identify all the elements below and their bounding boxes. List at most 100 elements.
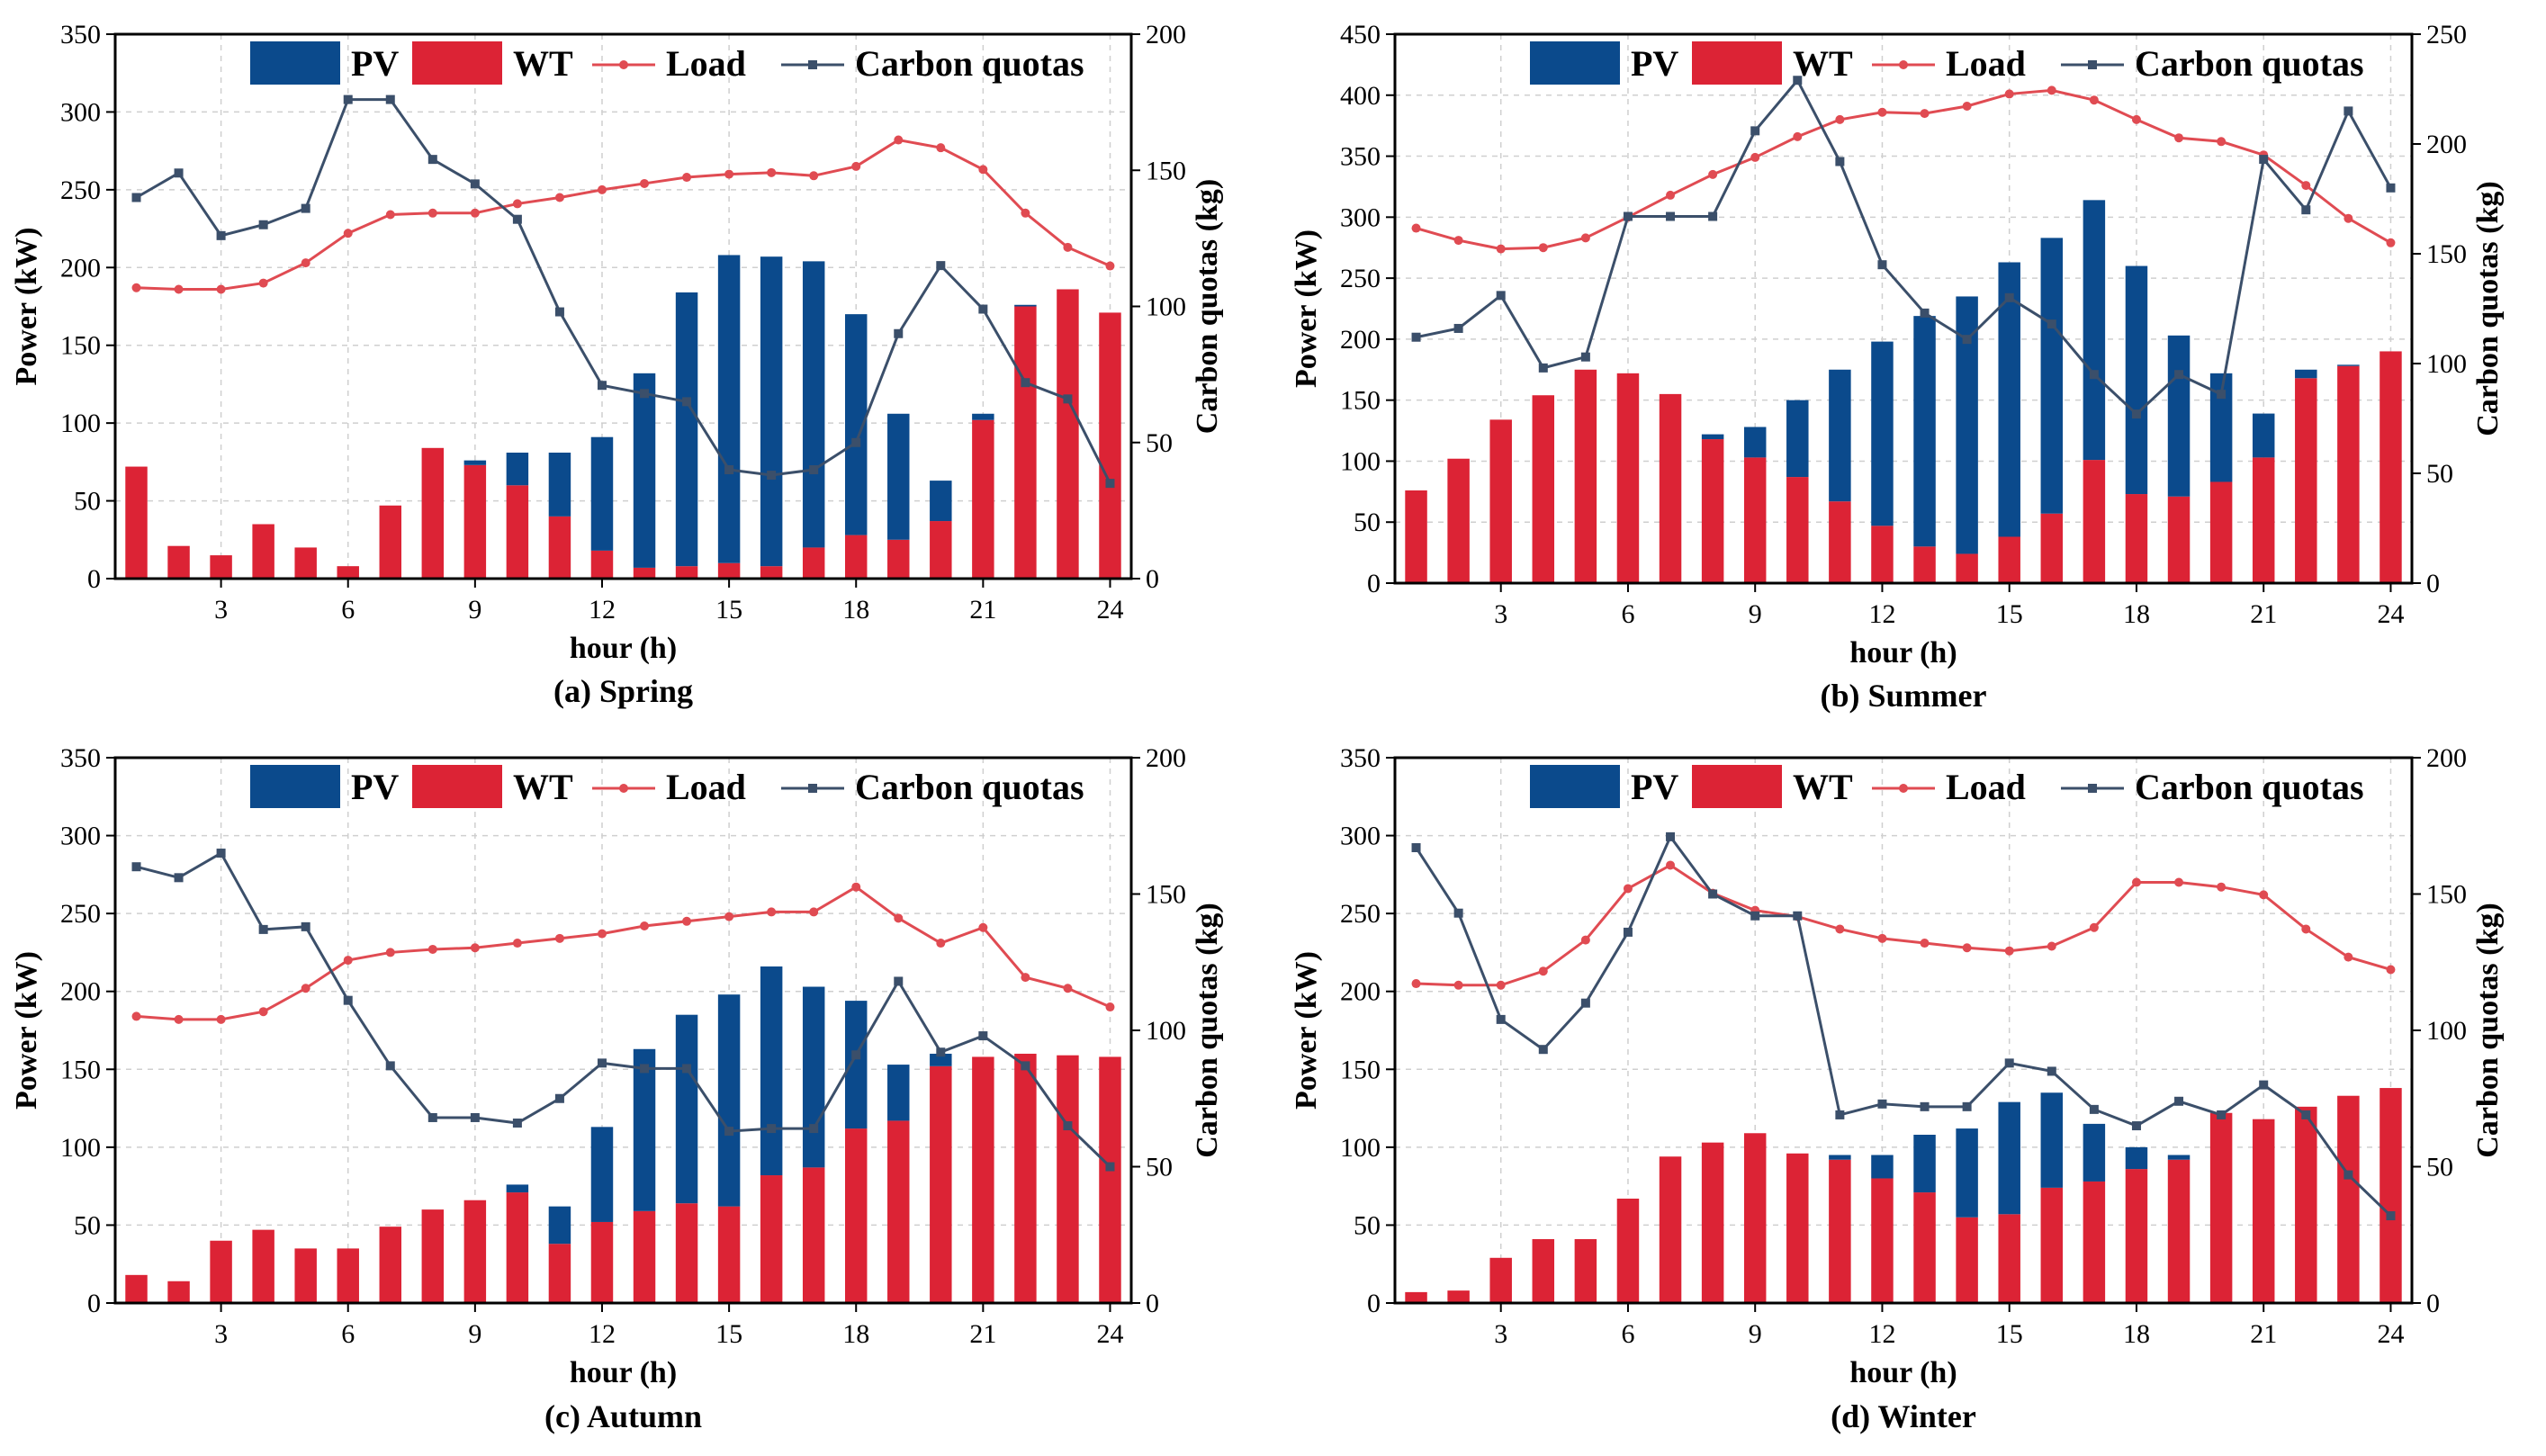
load-point bbox=[258, 278, 268, 288]
bar-wt bbox=[930, 521, 952, 579]
bar-pv bbox=[633, 1048, 656, 1211]
y2-axis-label: Carbon quotas (kg) bbox=[2471, 903, 2505, 1157]
bar-pv bbox=[590, 1127, 614, 1222]
bar-wt bbox=[167, 545, 190, 579]
load-point bbox=[640, 921, 650, 930]
carbon-point bbox=[2174, 1096, 2184, 1106]
legend-swatch-pv bbox=[1530, 41, 1620, 85]
y2tick-label: 0 bbox=[1146, 1289, 1159, 1318]
ytick-label: 300 bbox=[60, 97, 101, 127]
legend-label-load: Load bbox=[1946, 43, 2026, 84]
carbon-point bbox=[1920, 308, 1930, 318]
carbon-point bbox=[1063, 1121, 1073, 1131]
xtick-label: 21 bbox=[969, 1319, 996, 1349]
bar-pv bbox=[1743, 427, 1767, 458]
bar-pv bbox=[463, 460, 487, 465]
load-line bbox=[1416, 88, 2392, 251]
bar-wt bbox=[125, 466, 148, 579]
legend-swatch-pv bbox=[1530, 765, 1620, 808]
bar-pv bbox=[802, 986, 825, 1168]
bar-wt bbox=[1616, 373, 1640, 583]
xtick-label: 3 bbox=[1494, 1319, 1507, 1349]
carbon-point bbox=[343, 94, 353, 104]
load-point bbox=[2174, 133, 2184, 143]
load-point bbox=[258, 1007, 268, 1017]
y2tick-label: 150 bbox=[2426, 880, 2467, 910]
y-axis-label: Power (kW) bbox=[10, 951, 43, 1110]
carbon-point bbox=[1580, 998, 1590, 1008]
load-point bbox=[427, 944, 437, 954]
carbon-point bbox=[809, 1124, 819, 1134]
plot-frame bbox=[1393, 756, 2414, 1305]
bar-pv bbox=[717, 255, 741, 563]
load-point bbox=[1580, 935, 1590, 945]
carbon-point bbox=[2259, 1080, 2269, 1090]
bar-wt bbox=[717, 1206, 741, 1303]
load-point bbox=[216, 284, 226, 294]
legend-swatch-wt bbox=[1692, 765, 1782, 808]
bar-wt bbox=[1405, 490, 1427, 583]
load-point bbox=[2344, 213, 2353, 223]
bar-wt bbox=[1659, 393, 1682, 583]
carbon-point bbox=[724, 1127, 734, 1137]
y2tick-label: 200 bbox=[1146, 743, 1186, 773]
bar-wt bbox=[1057, 1055, 1079, 1303]
bar-wt bbox=[1913, 546, 1936, 583]
ytick-label: 50 bbox=[74, 1210, 101, 1240]
panel-caption: (d) Winter bbox=[1831, 1398, 1976, 1434]
legend-label-load: Load bbox=[666, 43, 746, 84]
bar-pv bbox=[2040, 238, 2064, 514]
carbon-point bbox=[978, 304, 988, 314]
load-point bbox=[2131, 114, 2141, 124]
carbon-point bbox=[2004, 1058, 2014, 1068]
ytick-label: 100 bbox=[1340, 1133, 1381, 1163]
carbon-point bbox=[1538, 363, 1548, 373]
ytick-label: 150 bbox=[60, 331, 101, 361]
bar-pv bbox=[1871, 1155, 1894, 1179]
carbon-point bbox=[1105, 479, 1115, 489]
xtick-label: 18 bbox=[842, 1319, 869, 1349]
load-point bbox=[385, 210, 395, 220]
carbon-point bbox=[894, 976, 904, 986]
bar-wt bbox=[930, 1065, 952, 1303]
carbon-point bbox=[1793, 911, 1803, 921]
bar-wt bbox=[1447, 458, 1470, 583]
load-point bbox=[2344, 952, 2353, 962]
plot-frame bbox=[1393, 32, 2414, 585]
load-point bbox=[640, 178, 650, 188]
carbon-point bbox=[682, 1064, 692, 1074]
y2tick-label: 0 bbox=[1146, 564, 1159, 594]
bar-pv bbox=[1701, 434, 1724, 440]
bar-wt bbox=[972, 1056, 994, 1303]
legend-swatch-wt bbox=[1692, 41, 1782, 85]
load-point bbox=[2047, 85, 2056, 95]
bar-pv bbox=[1829, 1155, 1851, 1160]
bar-pv bbox=[1998, 1101, 2020, 1215]
carbon-line bbox=[135, 98, 1111, 484]
load-point bbox=[427, 208, 437, 218]
carbon-point bbox=[258, 220, 268, 229]
y-axis-label: Power (kW) bbox=[10, 228, 43, 386]
legend-marker-load bbox=[1899, 60, 1908, 69]
load-point bbox=[1411, 979, 1421, 989]
carbon-point bbox=[1750, 126, 1760, 136]
bar-pv bbox=[2337, 364, 2360, 366]
carbon-point bbox=[640, 389, 650, 399]
bar-wt bbox=[2295, 1106, 2317, 1303]
carbon-point bbox=[2217, 1110, 2227, 1119]
bar-wt bbox=[463, 464, 487, 579]
legend-label-pv: PV bbox=[1631, 43, 1678, 84]
ytick-label: 400 bbox=[1340, 81, 1381, 111]
y2tick-label: 200 bbox=[2426, 130, 2467, 159]
carbon-point bbox=[216, 230, 226, 240]
carbon-point bbox=[1453, 908, 1463, 918]
load-point bbox=[978, 165, 988, 175]
carbon-point bbox=[2004, 292, 2014, 302]
xtick-label: 12 bbox=[1868, 599, 1895, 629]
load-point bbox=[809, 907, 819, 917]
panel-caption: (b) Summer bbox=[1821, 678, 1987, 714]
xtick-label: 18 bbox=[2123, 1319, 2150, 1349]
xtick-label: 18 bbox=[2123, 599, 2150, 629]
bar-wt bbox=[252, 524, 274, 579]
bar-wt bbox=[379, 1227, 402, 1303]
